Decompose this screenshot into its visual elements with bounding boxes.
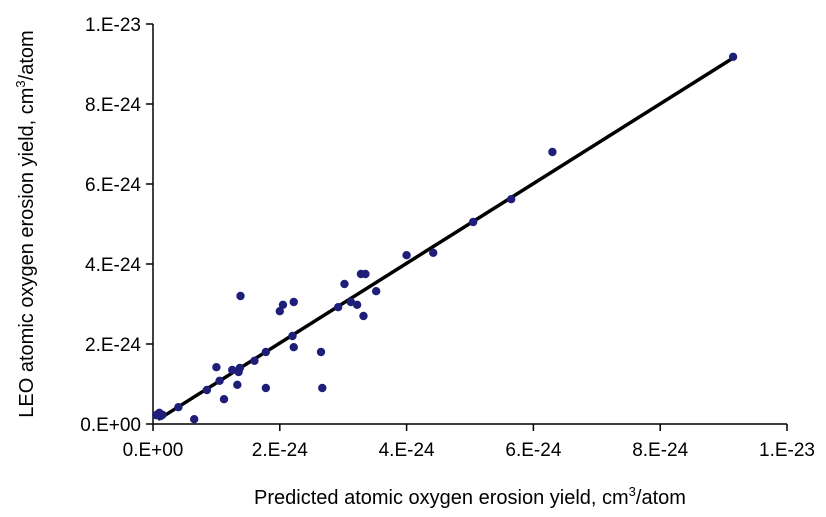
data-point — [219, 395, 229, 404]
data-point — [468, 217, 478, 227]
data-point — [507, 195, 516, 204]
data-point — [359, 311, 368, 321]
data-points — [151, 52, 738, 424]
data-point — [288, 331, 297, 341]
data-point — [316, 347, 326, 357]
data-point — [361, 269, 370, 279]
y-tick-label: 2.E-24 — [85, 335, 141, 356]
data-point — [333, 303, 343, 312]
trendline — [157, 56, 735, 421]
y-tick-label: 4.E-24 — [85, 255, 141, 276]
data-point — [429, 248, 438, 257]
y-tick-label: 0.E+00 — [80, 415, 141, 436]
x-tick-label: 8.E-24 — [632, 440, 688, 461]
data-point — [190, 415, 199, 424]
data-point — [289, 343, 298, 352]
y-tick-label: 6.E-24 — [85, 175, 141, 196]
data-point — [202, 385, 212, 395]
data-point — [278, 300, 288, 309]
x-tick-label: 2.E-24 — [252, 440, 308, 461]
data-point — [352, 300, 362, 309]
data-point — [174, 403, 183, 412]
data-point — [158, 410, 167, 419]
axes — [152, 24, 787, 425]
data-point — [236, 291, 245, 301]
data-point — [548, 147, 557, 157]
x-tick-label: 1.E-23 — [759, 440, 815, 461]
data-point — [318, 383, 327, 393]
data-point — [228, 365, 237, 375]
data-point — [371, 287, 381, 296]
data-point — [728, 52, 738, 61]
trendline-group — [157, 56, 735, 421]
data-point — [235, 363, 245, 373]
axis-ticks: 0.E+00 2.E-24 4.E-24 6.E-24 8.E-24 1.E-23 0.E+… — [80, 15, 815, 461]
data-point — [402, 251, 411, 260]
data-point — [250, 356, 259, 365]
x-tick-label: 4.E-24 — [379, 440, 435, 461]
data-point — [215, 376, 224, 385]
data-point — [275, 307, 284, 316]
data-point — [346, 297, 356, 307]
data-point — [261, 383, 271, 393]
data-point — [261, 347, 271, 357]
data-point — [289, 297, 298, 307]
y-tick-label: 8.E-24 — [85, 95, 141, 116]
data-point — [340, 279, 349, 289]
data-point — [233, 380, 242, 389]
data-point — [212, 363, 221, 372]
x-tick-label: 6.E-24 — [505, 440, 561, 461]
x-axis-title: Predicted atomic oxygen erosion yield, c… — [254, 484, 686, 509]
y-axis-title: LEO atomic oxygen erosion yield, cm3/ato… — [13, 30, 38, 417]
x-tick-label: 0.E+00 — [123, 440, 184, 461]
y-tick-label: 1.E-23 — [85, 15, 141, 36]
